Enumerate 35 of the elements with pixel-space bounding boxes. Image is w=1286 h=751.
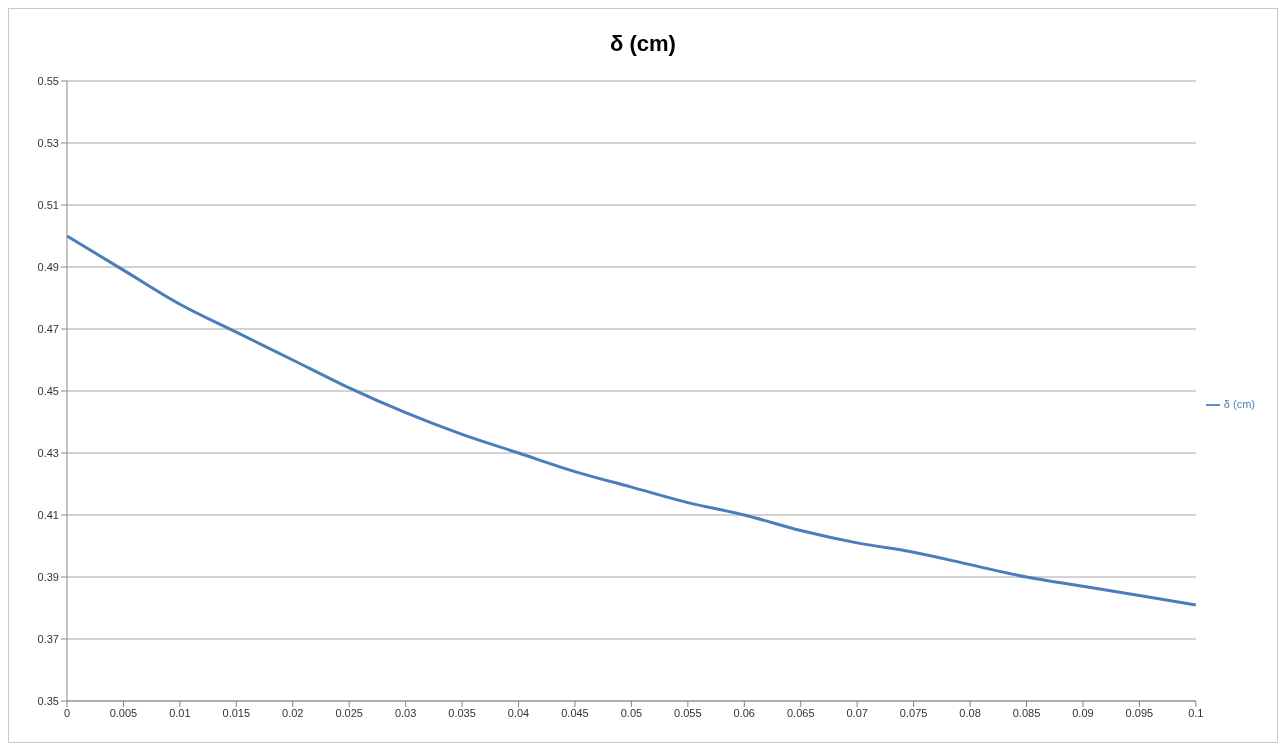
y-tick-label: 0.39 [37, 570, 59, 583]
x-tick-label: 0.01 [169, 706, 191, 719]
x-tick-label: 0.035 [448, 706, 476, 719]
legend-label: δ (cm) [1223, 397, 1255, 410]
chart-title: δ (cm) [609, 30, 677, 58]
x-tick-label: 0.05 [620, 706, 643, 719]
y-tick-label: 0.41 [37, 508, 59, 521]
line-series [65, 234, 1198, 607]
y-tick-label: 0.51 [37, 198, 59, 211]
y-tick-label: 0.47 [37, 322, 59, 335]
x-tick-label: 0.03 [394, 706, 417, 719]
x-tick-label: 0.045 [561, 706, 589, 719]
y-tick-label: 0.49 [37, 260, 59, 273]
x-tick-label: 0 [63, 706, 71, 719]
x-tick-label: 0.015 [222, 706, 251, 719]
x-tick-label: 0.065 [786, 706, 815, 719]
x-tick-label: 0.06 [733, 706, 756, 719]
y-tick-label: 0.53 [37, 136, 59, 149]
y-tick-label: 0.37 [37, 632, 59, 645]
y-tick-label: 0.43 [37, 446, 59, 459]
y-tick-label: 0.55 [37, 74, 59, 87]
x-tick-label: 0.025 [335, 706, 363, 719]
x-tick-label: 0.1 [1188, 706, 1204, 719]
x-tick-label: 0.02 [282, 706, 304, 719]
x-tick-label: 0.055 [674, 706, 702, 719]
x-tick-label: 0.04 [507, 706, 530, 719]
y-tick-label: 0.35 [37, 694, 59, 707]
x-tick-label: 0.09 [1072, 706, 1094, 719]
x-tick-label: 0.085 [1012, 706, 1041, 719]
x-tick-label: 0.07 [846, 706, 868, 719]
x-tick-label: 0.005 [109, 706, 138, 719]
y-tick-label: 0.45 [37, 384, 59, 397]
x-tick-label: 0.075 [899, 706, 928, 719]
x-tick-label: 0.095 [1125, 706, 1154, 719]
x-tick-label: 0.08 [959, 706, 981, 719]
